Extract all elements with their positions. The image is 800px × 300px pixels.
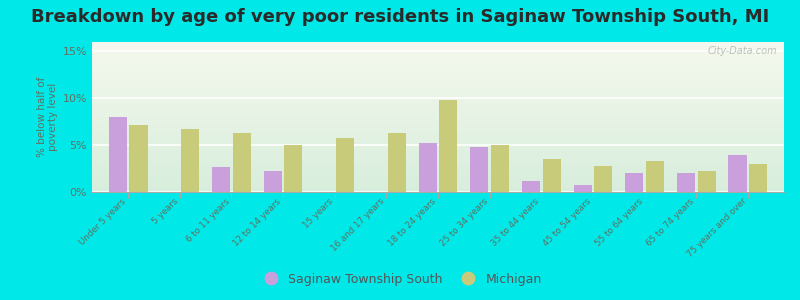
- Bar: [418, 143, 437, 192]
- Bar: [109, 117, 127, 192]
- Bar: [439, 100, 458, 192]
- Text: 12 to 14 years: 12 to 14 years: [232, 196, 283, 247]
- Bar: [522, 181, 540, 192]
- Bar: [574, 184, 592, 192]
- Bar: [749, 164, 767, 192]
- Text: 16 and 17 years: 16 and 17 years: [330, 196, 386, 253]
- Text: 45 to 54 years: 45 to 54 years: [542, 196, 593, 248]
- Legend: Saginaw Township South, Michigan: Saginaw Township South, Michigan: [254, 268, 546, 291]
- Bar: [542, 159, 561, 192]
- Bar: [388, 133, 406, 192]
- Bar: [130, 124, 147, 192]
- Bar: [336, 138, 354, 192]
- Text: 5 years: 5 years: [150, 196, 180, 226]
- Bar: [646, 161, 664, 192]
- Bar: [470, 147, 488, 192]
- Bar: [181, 129, 199, 192]
- Text: Under 5 years: Under 5 years: [78, 196, 128, 247]
- Bar: [729, 154, 746, 192]
- Bar: [594, 166, 612, 192]
- Bar: [491, 145, 509, 192]
- Bar: [212, 167, 230, 192]
- Bar: [284, 145, 302, 192]
- Text: 25 to 34 years: 25 to 34 years: [438, 196, 490, 248]
- Text: 6 to 11 years: 6 to 11 years: [184, 196, 231, 244]
- Text: 75 years and over: 75 years and over: [685, 196, 748, 259]
- Y-axis label: % below half of
poverty level: % below half of poverty level: [37, 77, 58, 157]
- Text: 65 to 74 years: 65 to 74 years: [645, 196, 696, 248]
- Text: 15 years: 15 years: [302, 196, 334, 230]
- Text: 35 to 44 years: 35 to 44 years: [490, 196, 542, 248]
- Bar: [698, 171, 715, 192]
- Bar: [233, 133, 250, 192]
- Text: City-Data.com: City-Data.com: [707, 46, 777, 56]
- Bar: [626, 173, 643, 192]
- Text: Breakdown by age of very poor residents in Saginaw Township South, MI: Breakdown by age of very poor residents …: [31, 8, 769, 26]
- Text: 18 to 24 years: 18 to 24 years: [387, 196, 438, 247]
- Bar: [264, 171, 282, 192]
- Bar: [677, 173, 695, 192]
- Text: 55 to 64 years: 55 to 64 years: [594, 196, 645, 248]
